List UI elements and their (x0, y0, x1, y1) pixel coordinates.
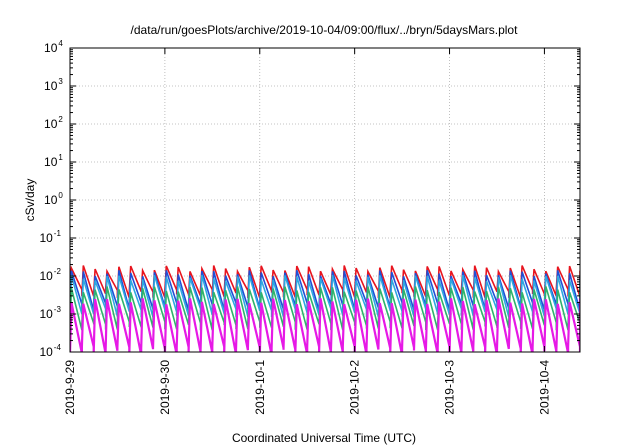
y-tick-exponent: 0 (58, 191, 63, 200)
y-tick-base: 10 (44, 193, 58, 207)
y-tick-base: 10 (39, 307, 53, 321)
y-tick-label: 10 -4 (39, 343, 61, 359)
y-tick-label: 10 -2 (39, 267, 61, 283)
y-tick-exponent: -3 (54, 305, 62, 314)
y-tick-label: 10 2 (44, 115, 63, 131)
y-tick-exponent: -1 (54, 229, 62, 238)
y-tick-exponent: 3 (58, 77, 63, 86)
x-tick-labels: 2019-9-29 2019-9-30 2019-10-1 2019-10-2 2019… (63, 360, 551, 415)
y-tick-base: 10 (39, 231, 53, 245)
y-tick-exponent: -4 (54, 343, 62, 352)
y-axis-label: cSv/day (23, 179, 37, 222)
x-tick-label: 2019-10-4 (537, 360, 551, 415)
y-tick-label: 10 3 (44, 77, 63, 93)
chart-title: /data/run/goesPlots/archive/2019-10-04/0… (131, 23, 519, 37)
y-tick-base: 10 (44, 41, 58, 55)
y-tick-label: 10 -1 (39, 229, 61, 245)
y-tick-base: 10 (44, 117, 58, 131)
y-tick-exponent: 1 (58, 153, 63, 162)
x-tick-label: 2019-9-29 (63, 360, 77, 415)
x-tick-label: 2019-10-2 (348, 360, 362, 415)
y-tick-exponent: 4 (58, 39, 63, 48)
y-tick-exponent: 2 (58, 115, 63, 124)
y-tick-exponent: -2 (54, 267, 62, 276)
x-tick-label: 2019-10-1 (253, 360, 267, 415)
y-tick-base: 10 (44, 79, 58, 93)
y-tick-base: 10 (44, 155, 58, 169)
x-axis-label: Coordinated Universal Time (UTC) (232, 431, 416, 445)
y-tick-label: 10 1 (44, 153, 63, 169)
y-tick-label: 10 0 (44, 191, 63, 207)
x-tick-label: 2019-9-30 (158, 360, 172, 415)
y-tick-base: 10 (39, 269, 53, 283)
y-tick-label: 10 4 (44, 39, 63, 55)
y-tick-base: 10 (39, 345, 53, 359)
x-tick-label: 2019-10-3 (443, 360, 457, 415)
y-tick-label: 10 -3 (39, 305, 61, 321)
series-layer (70, 265, 580, 352)
series-line (70, 298, 580, 352)
tick-layer (69, 47, 580, 353)
